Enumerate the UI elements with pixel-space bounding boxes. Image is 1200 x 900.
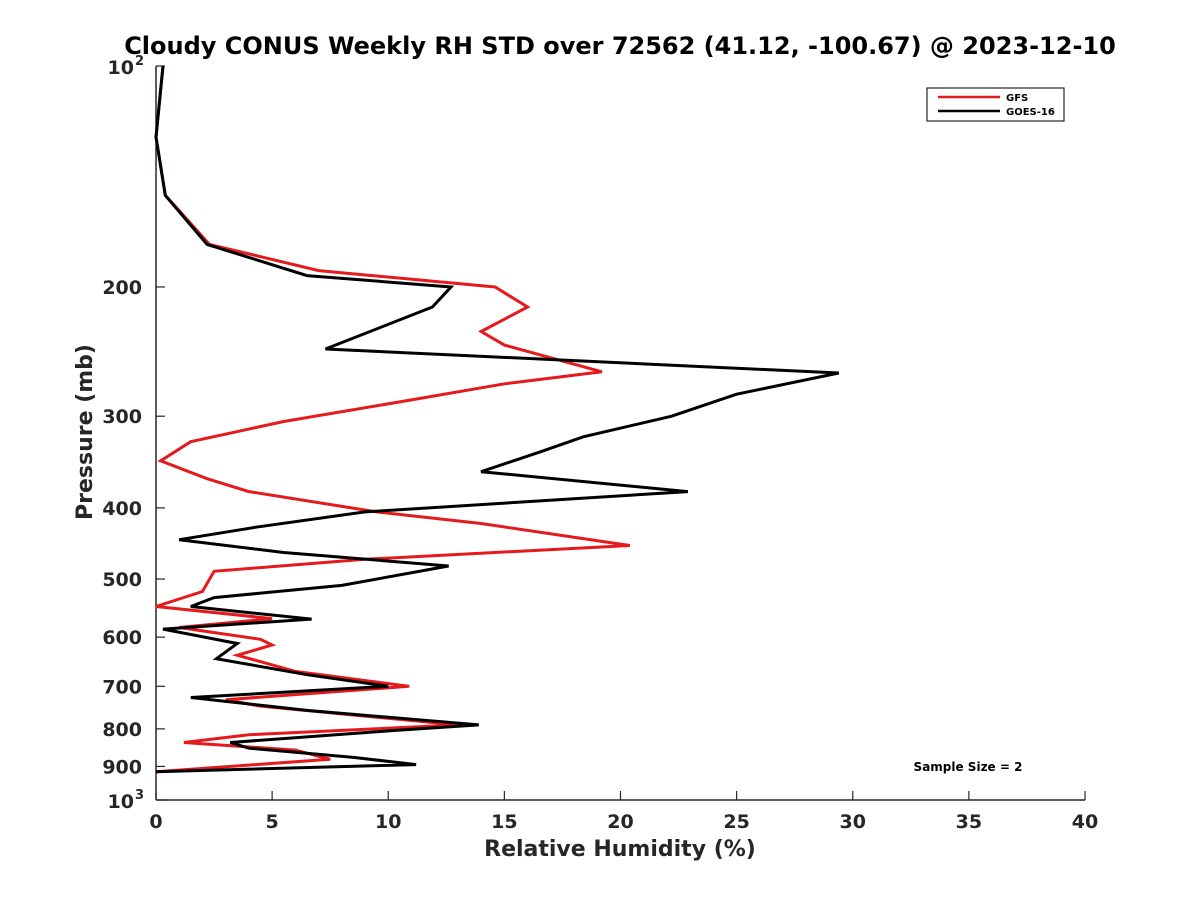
series-layer bbox=[154, 65, 840, 774]
y-tick-label: 300 bbox=[102, 406, 142, 428]
y-tick-exponent: 3 bbox=[135, 788, 144, 803]
y-tick-label: 10 bbox=[108, 57, 134, 79]
y-tick-label: 10 bbox=[108, 791, 134, 813]
x-tick-label: 25 bbox=[723, 811, 749, 833]
chart-title: Cloudy CONUS Weekly RH STD over 72562 (4… bbox=[124, 32, 1116, 60]
x-axis-label: Relative Humidity (%) bbox=[484, 837, 756, 862]
y-tick-label: 900 bbox=[102, 756, 142, 778]
series-line-goes16 bbox=[154, 65, 840, 774]
legend: GFS GOES-16 bbox=[926, 87, 1065, 122]
y-tick-label: 200 bbox=[102, 277, 142, 299]
x-tick-label: 30 bbox=[840, 811, 866, 833]
sample-size-annotation: Sample Size = 2 bbox=[914, 760, 1023, 774]
x-tick-label: 15 bbox=[491, 811, 517, 833]
x-tick-label: 10 bbox=[375, 811, 401, 833]
x-axis-ticks: 0 5 10 15 20 25 30 35 40 bbox=[149, 791, 1098, 833]
y-tick-label: 700 bbox=[102, 676, 142, 698]
y-tick-label: 600 bbox=[102, 627, 142, 649]
y-tick-label: 400 bbox=[102, 498, 142, 520]
x-tick-label: 20 bbox=[607, 811, 633, 833]
legend-label-goes16: GOES-16 bbox=[1006, 107, 1055, 118]
y-tick-exponent: 2 bbox=[135, 54, 144, 69]
plot-area: 0 5 10 15 20 25 30 35 40 10 220030040050060070080… bbox=[102, 54, 1098, 833]
x-tick-label: 0 bbox=[149, 811, 162, 833]
y-tick-label: 500 bbox=[102, 569, 142, 591]
y-axis-label: Pressure (mb) bbox=[73, 344, 98, 520]
legend-box bbox=[926, 87, 1065, 122]
x-tick-label: 35 bbox=[956, 811, 982, 833]
y-tick-label: 800 bbox=[102, 719, 142, 741]
x-tick-label: 5 bbox=[266, 811, 279, 833]
x-tick-label: 40 bbox=[1072, 811, 1098, 833]
legend-label-gfs: GFS bbox=[1006, 93, 1028, 104]
